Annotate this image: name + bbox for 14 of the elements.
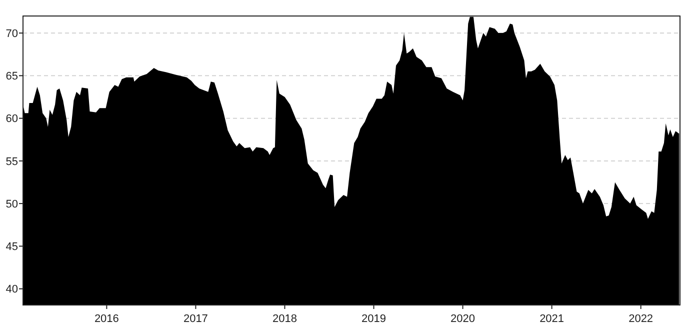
- y-tick-label: 70: [6, 28, 18, 40]
- y-tick-label: 55: [6, 156, 18, 168]
- x-tick-label: 2018: [272, 313, 297, 325]
- x-tick-label: 2022: [628, 313, 654, 325]
- y-tick-label: 60: [6, 113, 18, 126]
- y-tick-label: 45: [6, 241, 18, 254]
- x-tick-label: 2019: [362, 313, 386, 325]
- y-tick-label: 40: [6, 284, 18, 296]
- x-tick-label: 2017: [183, 313, 208, 325]
- x-tick-label: 2016: [94, 313, 119, 325]
- x-tick-label: 2021: [540, 313, 564, 325]
- x-tick-label: 2020: [450, 313, 476, 325]
- y-tick-label: 65: [6, 70, 18, 83]
- y-tick-label: 50: [6, 198, 18, 210]
